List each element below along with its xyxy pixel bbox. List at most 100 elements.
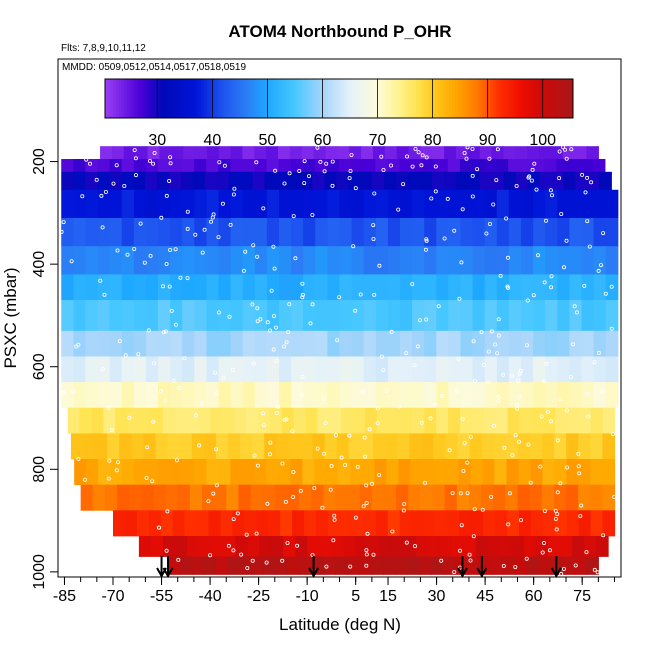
band-cell (158, 330, 171, 357)
colorbar-segment (429, 79, 434, 118)
colorbar-segment (537, 79, 541, 118)
x-tick-label: 60 (525, 588, 543, 605)
pressure-bands (61, 146, 619, 575)
band-cell (408, 146, 421, 160)
colorbar-segment (206, 79, 211, 118)
sample-point (148, 253, 153, 258)
band-cell (115, 407, 128, 434)
sample-point (439, 558, 444, 563)
band-cell (581, 330, 595, 357)
sample-point (475, 167, 480, 172)
sample-point (216, 310, 221, 315)
colorbar-segment (526, 79, 530, 118)
sample-point (364, 563, 369, 568)
sample-point (553, 516, 558, 521)
sample-point (226, 543, 231, 548)
sample-point (428, 416, 433, 421)
band-cell (232, 510, 245, 537)
sample-point (481, 362, 486, 367)
band-cell (539, 171, 553, 191)
band-cell (408, 484, 421, 511)
band-cell (327, 217, 341, 247)
x-tick-label: -25 (247, 588, 270, 605)
sample-point (151, 161, 156, 166)
band-cell (484, 300, 498, 332)
band-cell (315, 246, 328, 275)
sample-point (558, 396, 563, 401)
sample-point (555, 438, 560, 443)
sample-point (200, 250, 205, 255)
band-cell (230, 246, 244, 275)
band-cell (289, 146, 303, 160)
sample-point (230, 367, 235, 372)
band-cell (363, 246, 377, 275)
sample-point (164, 193, 169, 198)
sample-point (489, 329, 494, 334)
band-cell (569, 189, 583, 219)
sample-point (163, 329, 168, 334)
sample-point (565, 465, 570, 470)
band-cell (554, 459, 568, 486)
band-cell (447, 510, 460, 537)
colorbar-segment (440, 79, 445, 118)
band-cell (383, 556, 396, 575)
band-cell (291, 274, 304, 301)
band-cell (85, 217, 99, 247)
band-cell (507, 407, 521, 434)
band-cell (581, 356, 595, 383)
band-cell (545, 330, 558, 357)
band-cell (341, 407, 354, 434)
colorbar-segment (515, 79, 519, 118)
band-cell (351, 159, 364, 173)
colorbar-segment (388, 79, 392, 118)
band-cell (73, 300, 87, 332)
band-cell (291, 356, 304, 383)
sample-point (160, 284, 165, 289)
sample-point (252, 453, 257, 458)
band-cell (303, 300, 316, 332)
colorbar-segment (523, 79, 527, 118)
band-cell (490, 556, 504, 575)
band-cell (547, 535, 561, 557)
band-cell (327, 274, 341, 301)
sample-point (585, 391, 590, 396)
band-cell (436, 382, 449, 409)
sample-point (300, 292, 305, 297)
band-cell (557, 356, 570, 383)
band-cell (299, 556, 313, 575)
band-cell (203, 433, 217, 460)
colorbar-segment (548, 79, 552, 118)
sample-point (532, 161, 537, 166)
band-cell (545, 382, 558, 409)
sample-point (525, 343, 530, 348)
band-cell (448, 189, 462, 219)
band-cell (194, 356, 208, 383)
sample-point (493, 342, 498, 347)
band-cell (165, 484, 179, 511)
band-cell (150, 407, 164, 434)
band-cell (170, 459, 183, 486)
band-cell (602, 510, 616, 537)
sample-point (557, 176, 562, 181)
colorbar-segment (154, 79, 158, 118)
colorbar-segment (564, 79, 568, 118)
sample-point (375, 406, 380, 411)
sample-point (498, 273, 503, 278)
sample-point (176, 557, 181, 562)
band-cell (191, 556, 205, 575)
sample-point (353, 308, 358, 313)
band-cell (194, 382, 208, 409)
band-cell (544, 159, 558, 173)
sample-point (505, 284, 510, 289)
band-cell (61, 246, 74, 275)
sample-point (250, 558, 255, 563)
band-cell (578, 433, 591, 460)
sample-point (330, 183, 335, 188)
sample-point (364, 483, 369, 488)
band-cell (505, 484, 519, 511)
sample-point (471, 339, 476, 344)
band-cell (472, 382, 486, 409)
band-cell (519, 407, 532, 434)
sample-point (456, 356, 461, 361)
sample-point (231, 548, 236, 553)
